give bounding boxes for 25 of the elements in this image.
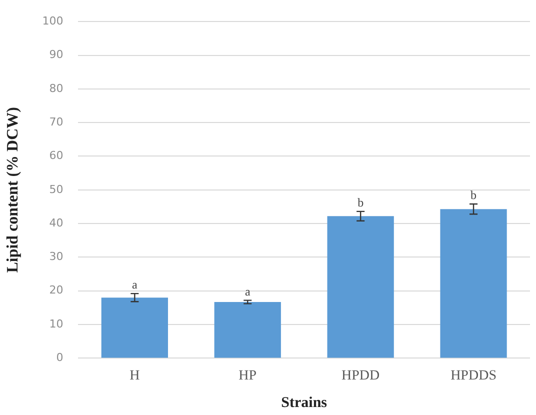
annotation: a bbox=[132, 278, 138, 292]
annotation: b bbox=[470, 188, 477, 202]
x-tick-label: HPDD bbox=[342, 368, 380, 384]
y-tick-label: 100 bbox=[42, 14, 64, 28]
bar bbox=[214, 302, 281, 358]
bar bbox=[440, 209, 507, 358]
annotation: b bbox=[358, 196, 364, 210]
annotation: a bbox=[244, 284, 251, 298]
x-axis-title: Strains bbox=[281, 394, 328, 411]
x-tick-label: HPDDS bbox=[450, 368, 496, 384]
y-tick-label: 70 bbox=[49, 115, 64, 128]
y-tick-label: 80 bbox=[49, 82, 64, 95]
y-axis-title: Lipid content (% DCW) bbox=[4, 107, 22, 273]
x-tick-label: H bbox=[130, 368, 140, 384]
y-tick-label: 10 bbox=[49, 317, 64, 330]
y-tick-label: 50 bbox=[49, 182, 64, 196]
x-tick-label: HP bbox=[238, 368, 257, 384]
y-tick-label: 60 bbox=[49, 149, 64, 162]
y-tick-label: 20 bbox=[49, 284, 64, 297]
y-tick-label: 0 bbox=[56, 351, 64, 364]
bar bbox=[327, 216, 394, 358]
y-tick-label: 30 bbox=[49, 250, 64, 264]
bar bbox=[101, 298, 168, 358]
y-tick-label: 90 bbox=[49, 48, 64, 62]
y-tick-label: 40 bbox=[49, 216, 64, 230]
